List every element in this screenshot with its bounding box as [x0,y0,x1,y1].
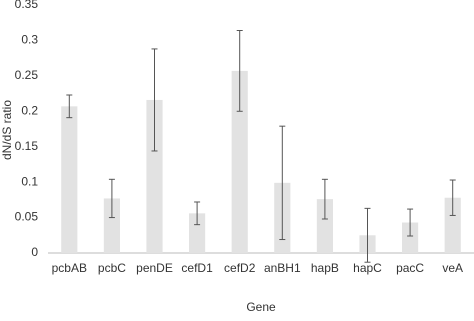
bar [316,199,333,253]
bar [231,70,248,253]
x-axis-label: Gene [246,300,276,314]
y-tick-label: 0.05 [15,210,39,224]
bar [444,197,461,253]
x-tick-label: cefD2 [224,261,256,275]
bar [402,222,419,253]
y-tick-label: 0.3 [21,33,38,47]
bar [61,106,78,253]
x-tick-label: veA [442,261,463,275]
y-tick-label: 0 [31,245,38,259]
bar [103,198,120,253]
bar [189,213,206,253]
x-tick-label: penDE [136,261,173,275]
x-tick-label: hapB [311,261,339,275]
y-tick-label: 0.25 [15,68,39,82]
x-tick-label: pcbC [98,261,126,275]
x-tick-label: pacC [396,261,424,275]
x-tick-label: pcbAB [52,261,87,275]
y-axis-label: dN/dS ratio [0,100,14,160]
y-tick-label: 0.2 [21,103,38,117]
bar [146,99,163,253]
x-tick-label: hapC [353,261,382,275]
x-tick-label: anBH1 [264,261,301,275]
x-tick-label: cefD1 [181,261,213,275]
y-tick-label: 0.35 [15,0,39,11]
y-tick-label: 0.1 [21,174,38,188]
y-tick-label: 0.15 [15,139,39,153]
